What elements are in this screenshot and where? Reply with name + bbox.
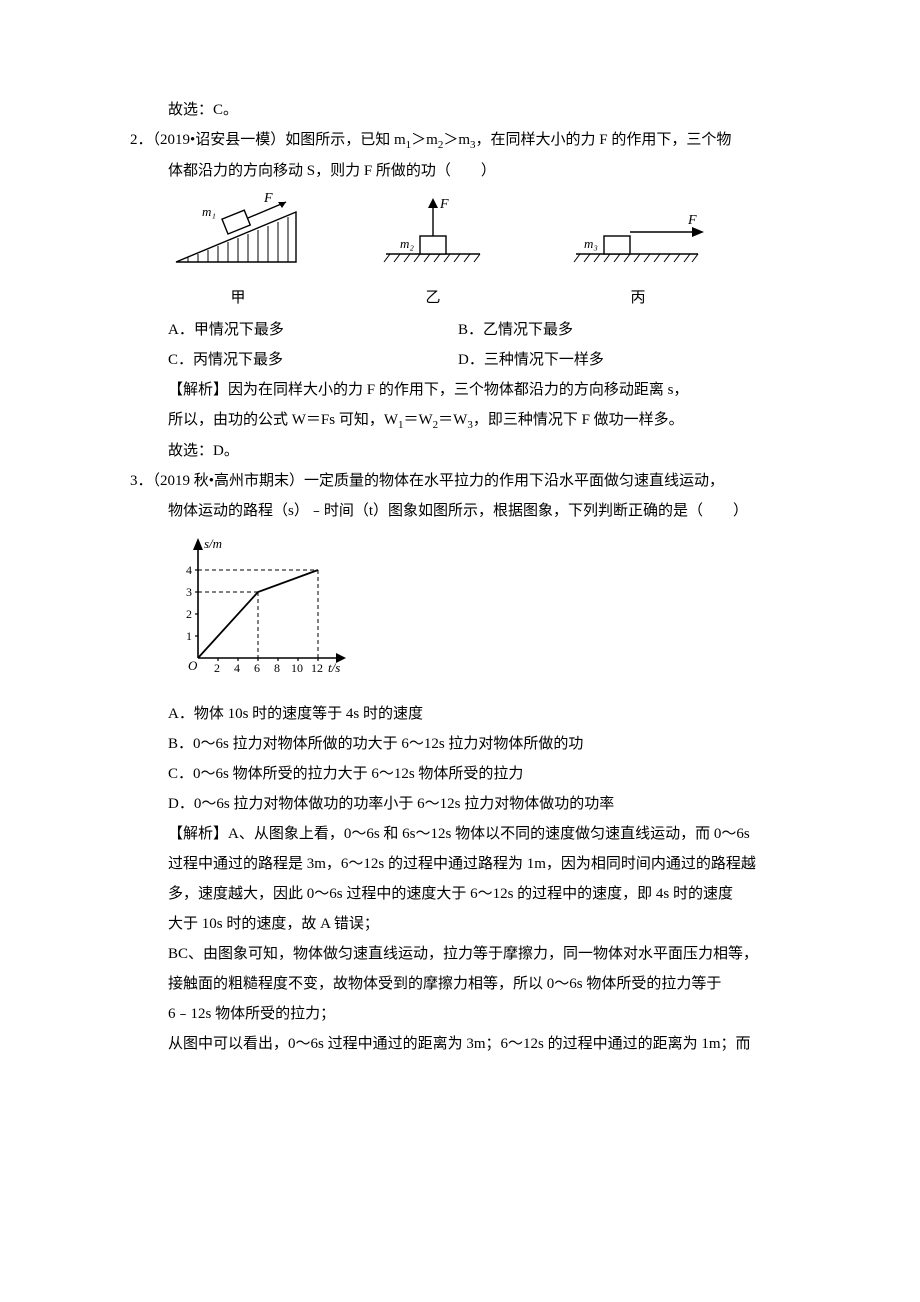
svg-text:10: 10 [291,661,303,675]
svg-text:8: 8 [274,661,280,675]
q2-stem-line2: 体都沿力的方向移动 S，则力 F 所做的功（ ） [130,156,810,186]
q2-diagram-bing: F m₃ 丙 [558,192,718,313]
q2-answer: 故选：D。 [130,436,810,466]
q2-d1-F: F [263,192,273,206]
q2-exp2a: 所以，由功的公式 W＝Fs 可知，W [168,412,398,428]
q2-optD: D．三种情况下一样多 [458,345,604,375]
q2-d3-m: m₃ [584,236,598,251]
q3-exp2: 过程中通过的路程是 3m，6～12s 的过程中通过路程为 1m，因为相同时间内通… [130,849,810,879]
svg-text:4: 4 [186,563,192,577]
q3-optC: C．0～6s 物体所受的拉力大于 6～12s 物体所受的拉力 [130,759,810,789]
q2-gt1: ＞m [411,132,438,148]
q2-optC: C．丙情况下最多 [168,345,458,375]
q3-exp6: 接触面的粗糙程度不变，故物体受到的摩擦力相等，所以 0～6s 物体所受的拉力等于 [130,969,810,999]
q2-exp1: 【解析】因为在同样大小的力 F 的作用下，三个物体都沿力的方向移动距离 s， [130,375,810,405]
q3-exp8: 从图中可以看出，0～6s 过程中通过的距离为 3m；6～12s 的过程中通过的距… [130,1029,810,1059]
q2-optA: A．甲情况下最多 [168,315,458,345]
q2-options-row2: C．丙情况下最多 D．三种情况下一样多 [130,345,810,375]
svg-text:4: 4 [234,661,240,675]
q3-exp4: 大于 10s 时的速度，故 A 错误； [130,909,810,939]
q2-d3-cap: 丙 [558,283,718,313]
svg-text:6: 6 [254,661,260,675]
q2-d2-m: m₂ [400,236,414,251]
svg-text:1: 1 [186,629,192,643]
q2-stem-b: ，在同样大小的力 F 的作用下，三个物 [476,132,732,148]
q2-optB: B．乙情况下最多 [458,315,573,345]
q3-stem-line1: 3．（2019 秋•高州市期末）一定质量的物体在水平拉力的作用下沿水平面做匀速直… [130,466,810,496]
prev-answer: 故选：C。 [130,95,810,125]
q2-d3-F: F [687,213,697,228]
q2-options-row1: A．甲情况下最多 B．乙情况下最多 [130,315,810,345]
q2-stem-line1: 2．（2019•诏安县一模）如图所示，已知 m1＞m2＞m3，在同样大小的力 F… [130,125,810,156]
q3-stem-line2: 物体运动的路程（s）﹣时间（t）图象如图所示，根据图象，下列判断正确的是（ ） [130,496,810,526]
q3-exp3: 多，速度越大，因此 0～6s 过程中的速度大于 6～12s 的过程中的速度，即 … [130,879,810,909]
q2-stem-a: 2．（2019•诏安县一模）如图所示，已知 m [130,132,406,148]
q2-diagram-row: F m₁ 甲 F m₂ [130,186,810,315]
q2-d2-F: F [439,197,449,212]
q2-d2-cap: 乙 [368,283,498,313]
q2-d1-cap: 甲 [168,283,308,313]
q2-gt2: ＞m [443,132,470,148]
q2-d1-m: m₁ [202,204,216,219]
q2-exp2: 所以，由功的公式 W＝Fs 可知，W1＝W2＝W3，即三种情况下 F 做功一样多… [130,405,810,436]
svg-text:12: 12 [311,661,323,675]
svg-text:2: 2 [214,661,220,675]
svg-text:3: 3 [186,585,192,599]
q3-exp5: BC、由图象可知，物体做匀速直线运动，拉力等于摩擦力，同一物体对水平面压力相等， [130,939,810,969]
svg-text:t/s: t/s [328,660,340,675]
svg-text:O: O [188,658,198,673]
q3-optB: B．0～6s 拉力对物体所做的功大于 6～12s 拉力对物体所做的功 [130,729,810,759]
q3-optA: A．物体 10s 时的速度等于 4s 时的速度 [130,699,810,729]
q2-exp2-eq1: ＝W [404,412,433,428]
q3-graph: 1 2 3 4 2 4 6 8 10 12 O s/m t/s [130,526,810,699]
q3-optD: D．0～6s 拉力对物体做功的功率小于 6～12s 拉力对物体做功的功率 [130,789,810,819]
q2-exp2-eq2: ＝W [438,412,467,428]
svg-text:s/m: s/m [204,536,222,551]
q2-exp2b: ，即三种情况下 F 做功一样多。 [473,412,684,428]
q3-exp7: 6﹣12s 物体所受的拉力； [130,999,810,1029]
q2-diagram-yi: F m₂ 乙 [368,192,498,313]
q2-diagram-jia: F m₁ 甲 [168,192,308,313]
q3-exp1: 【解析】A、从图象上看，0～6s 和 6s～12s 物体以不同的速度做匀速直线运… [130,819,810,849]
svg-text:2: 2 [186,607,192,621]
